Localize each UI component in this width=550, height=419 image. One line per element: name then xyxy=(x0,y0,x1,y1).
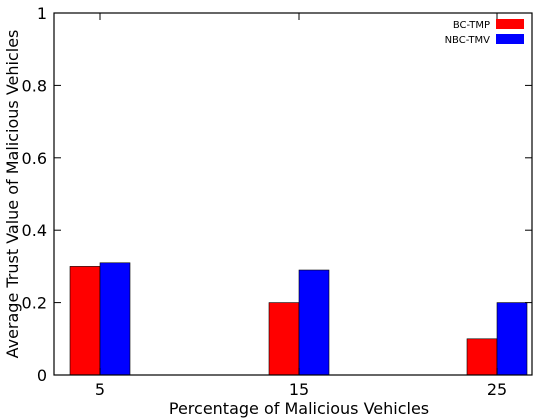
legend: BC-TMP NBC-TMV xyxy=(445,19,524,46)
y-tick-label: 0.4 xyxy=(22,221,47,240)
legend-swatch-bc-tmp xyxy=(496,19,524,29)
plot-frame xyxy=(53,12,533,376)
x-tick-label: 5 xyxy=(95,380,105,399)
bar-bc-tmp-25 xyxy=(466,338,498,376)
x-axis-title: Percentage of Malicious Vehicles xyxy=(169,399,429,418)
ticks-layer: 00.20.40.60.815 15 25 xyxy=(22,4,532,399)
y-tick-label: 0 xyxy=(37,366,47,385)
legend-label: NBC-TMV xyxy=(445,35,491,46)
bar-bc-tmp-15 xyxy=(268,302,300,376)
y-axis-title: Average Trust Value of Malicious Vehicle… xyxy=(3,30,22,359)
bar-nbc-tmv-25 xyxy=(496,302,528,376)
x-tick-label: 25 xyxy=(487,380,507,399)
bar-nbc-tmv-5 xyxy=(99,262,131,376)
y-tick-label: 0.6 xyxy=(22,149,47,168)
y-tick-label: 0.8 xyxy=(22,76,47,95)
y-tick-label: 1 xyxy=(37,4,47,23)
y-tick-label: 0.2 xyxy=(22,294,47,313)
legend-label: BC-TMP xyxy=(453,20,490,31)
legend-swatch-nbc-tmv xyxy=(496,34,524,44)
bars-layer xyxy=(69,262,528,376)
x-tick-label: 15 xyxy=(289,380,309,399)
bar-bc-tmp-5 xyxy=(69,266,101,376)
bar-nbc-tmv-15 xyxy=(298,269,330,376)
